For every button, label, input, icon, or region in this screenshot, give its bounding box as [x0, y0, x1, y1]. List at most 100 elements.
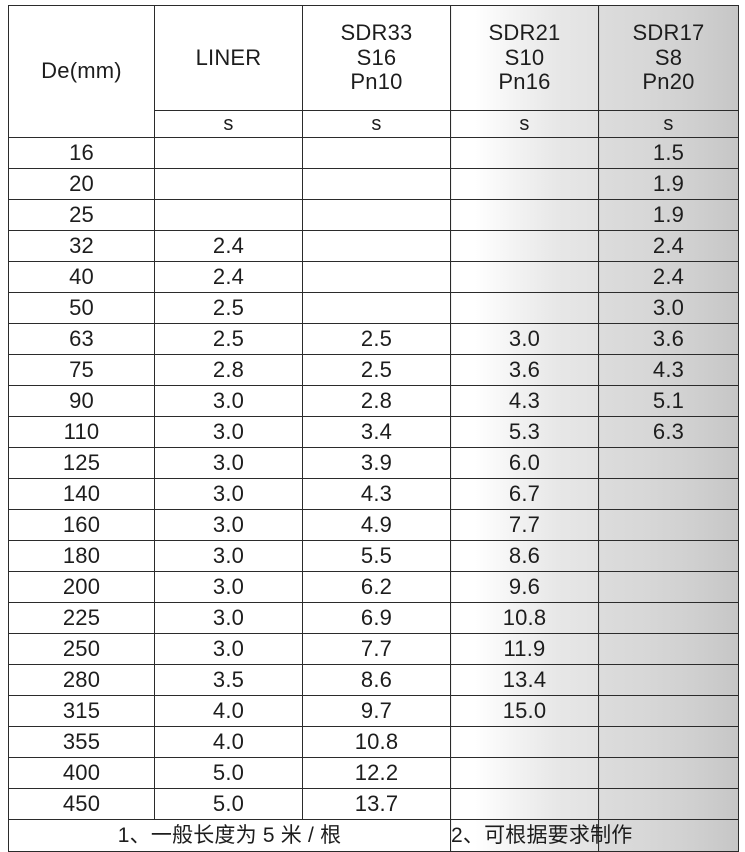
cell-sdr17: [598, 571, 739, 603]
cell-sdr33: 2.8: [302, 385, 451, 417]
cell-sdr17: [598, 602, 739, 634]
column-header-sdr17-line-3: Pn20: [642, 69, 695, 95]
cell-sdr21: [450, 168, 599, 200]
cell-de: 125: [8, 447, 155, 479]
cell-sdr33: 3.4: [302, 416, 451, 448]
cell-sdr21: 9.6: [450, 571, 599, 603]
table-body: 16 1.5 20 1.9 25 1.9 32 2.4 2.4 40 2.4 2.4 50 2.5 3.0 6…: [8, 137, 739, 820]
cell-sdr17: 1.5: [598, 137, 739, 169]
cell-sdr17: 3.0: [598, 292, 739, 324]
cell-de: 280: [8, 664, 155, 696]
table-row: 160 3.0 4.9 7.7: [8, 509, 739, 541]
cell-de: 250: [8, 633, 155, 665]
unit-header-liner: s: [154, 110, 303, 138]
cell-sdr33: 10.8: [302, 726, 451, 758]
column-header-sdr21-line-1: SDR21: [488, 20, 561, 46]
cell-liner: 2.4: [154, 230, 303, 262]
cell-sdr33: [302, 261, 451, 293]
table-header: De(mm) LINER SDR33 S16 Pn10 SDR21 S10 Pn…: [8, 5, 739, 138]
cell-liner: 3.0: [154, 416, 303, 448]
column-header-liner-line-1: LINER: [195, 44, 262, 70]
cell-liner: 3.0: [154, 540, 303, 572]
cell-liner: 2.5: [154, 323, 303, 355]
cell-sdr17: 3.6: [598, 323, 739, 355]
cell-sdr33: 4.9: [302, 509, 451, 541]
column-header-sdr21-line-3: Pn16: [498, 69, 551, 95]
column-header-sdr17-line-2: S8: [654, 44, 683, 70]
cell-sdr17: [598, 757, 739, 789]
table-row: 200 3.0 6.2 9.6: [8, 571, 739, 603]
cell-liner: 3.0: [154, 633, 303, 665]
cell-sdr17: 5.1: [598, 385, 739, 417]
cell-de: 160: [8, 509, 155, 541]
cell-sdr21: [450, 199, 599, 231]
pipe-specification-table: De(mm) LINER SDR33 S16 Pn10 SDR21 S10 Pn…: [8, 5, 739, 852]
table-row: 16 1.5: [8, 137, 739, 169]
cell-sdr17: 6.3: [598, 416, 739, 448]
column-header-sdr21-line-2: S10: [504, 44, 545, 70]
cell-liner: 2.8: [154, 354, 303, 386]
cell-sdr21: [450, 757, 599, 789]
cell-sdr21: [450, 230, 599, 262]
cell-liner: 4.0: [154, 695, 303, 727]
cell-sdr17: [598, 726, 739, 758]
footer-note-1-text: 1、一般长度为 5 米 / 根: [117, 823, 342, 847]
table-row: 50 2.5 3.0: [8, 292, 739, 324]
column-header-sdr21: SDR21 S10 Pn16: [450, 5, 599, 111]
cell-de: 110: [8, 416, 155, 448]
cell-sdr21: 6.7: [450, 478, 599, 510]
cell-sdr21: 5.3: [450, 416, 599, 448]
cell-sdr17: 1.9: [598, 168, 739, 200]
cell-sdr33: 8.6: [302, 664, 451, 696]
cell-de: 450: [8, 788, 155, 820]
cell-de: 355: [8, 726, 155, 758]
cell-sdr21: [450, 292, 599, 324]
table-row: 315 4.0 9.7 15.0: [8, 695, 739, 727]
footer-note-row: 1、一般长度为 5 米 / 根 2、可根据要求制作: [8, 819, 739, 852]
cell-sdr21: 4.3: [450, 385, 599, 417]
table-row: 75 2.8 2.5 3.6 4.3: [8, 354, 739, 386]
unit-header-sdr33: s: [302, 110, 451, 138]
cell-sdr21: 7.7: [450, 509, 599, 541]
cell-sdr17: [598, 695, 739, 727]
column-header-sdr33: SDR33 S16 Pn10: [302, 5, 451, 111]
cell-de: 50: [8, 292, 155, 324]
cell-sdr17: 1.9: [598, 199, 739, 231]
cell-sdr33: 12.2: [302, 757, 451, 789]
table-row: 250 3.0 7.7 11.9: [8, 633, 739, 665]
header-row-units: s s s s: [9, 110, 739, 138]
cell-sdr33: [302, 230, 451, 262]
cell-de: 225: [8, 602, 155, 634]
column-header-de-line-1: De(mm): [41, 58, 122, 84]
cell-sdr21: [450, 261, 599, 293]
cell-sdr33: 2.5: [302, 354, 451, 386]
table-footer: 1、一般长度为 5 米 / 根 2、可根据要求制作: [8, 819, 739, 852]
table-row: 90 3.0 2.8 4.3 5.1: [8, 385, 739, 417]
cell-sdr17: [598, 509, 739, 541]
cell-de: 20: [8, 168, 155, 200]
footer-note-2: 2、可根据要求制作: [450, 819, 632, 852]
column-header-liner: LINER: [154, 5, 303, 111]
cell-liner: [154, 137, 303, 169]
table-row: 400 5.0 12.2: [8, 757, 739, 789]
cell-sdr21: 3.6: [450, 354, 599, 386]
table-row: 180 3.0 5.5 8.6: [8, 540, 739, 572]
cell-sdr17: [598, 788, 739, 820]
cell-sdr21: 15.0: [450, 695, 599, 727]
cell-sdr17: [598, 664, 739, 696]
cell-de: 315: [8, 695, 155, 727]
cell-liner: 3.0: [154, 571, 303, 603]
table-row: 280 3.5 8.6 13.4: [8, 664, 739, 696]
cell-sdr33: 9.7: [302, 695, 451, 727]
column-header-sdr17: SDR17 S8 Pn20: [598, 5, 739, 111]
table-row: 20 1.9: [8, 168, 739, 200]
cell-sdr21: 13.4: [450, 664, 599, 696]
table-row: 63 2.5 2.5 3.0 3.6: [8, 323, 739, 355]
table-row: 40 2.4 2.4: [8, 261, 739, 293]
cell-sdr33: 2.5: [302, 323, 451, 355]
unit-header-sdr21: s: [450, 110, 599, 138]
cell-sdr17: [598, 540, 739, 572]
cell-de: 32: [8, 230, 155, 262]
cell-de: 63: [8, 323, 155, 355]
column-header-sdr33-line-3: Pn10: [350, 69, 403, 95]
